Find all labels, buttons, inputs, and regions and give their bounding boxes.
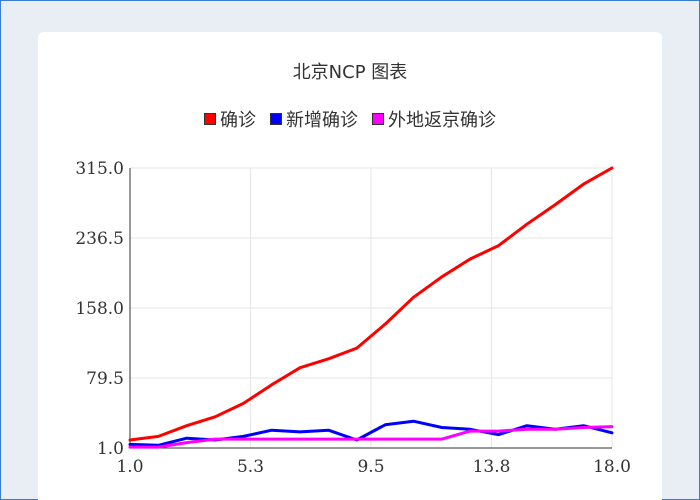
y-tick-label: 236.5 [75, 229, 124, 249]
legend-label-confirmed: 确诊 [220, 110, 256, 131]
y-tick-label: 315.0 [75, 159, 124, 179]
chart-legend: 确诊 新增确诊 外地返京确诊 [0, 106, 700, 132]
legend-item-new-confirmed[interactable]: 新增确诊 [270, 106, 358, 132]
x-tick-label: 13.8 [473, 457, 511, 477]
y-tick-label: 79.5 [86, 369, 124, 389]
legend-swatch-returned-confirmed [372, 113, 384, 125]
y-tick-label: 158.0 [75, 299, 124, 319]
x-tick-label: 1.0 [116, 457, 143, 477]
series-line-returned-confirmed [128, 425, 614, 449]
chart-title: 北京NCP 图表 [292, 62, 408, 83]
legend-label-returned-confirmed: 外地返京确诊 [388, 110, 496, 131]
chart-card [38, 32, 662, 500]
series-line-confirmed [128, 166, 614, 442]
x-tick-label: 18.0 [593, 457, 631, 477]
legend-item-returned-confirmed[interactable]: 外地返京确诊 [372, 106, 496, 132]
legend-label-new-confirmed: 新增确诊 [286, 110, 358, 131]
legend-swatch-new-confirmed [270, 113, 282, 125]
legend-swatch-confirmed [204, 113, 216, 125]
legend-item-confirmed[interactable]: 确诊 [204, 106, 256, 132]
x-tick-label: 5.3 [237, 457, 264, 477]
x-tick-label: 9.5 [357, 457, 384, 477]
y-tick-label: 1.0 [97, 439, 124, 459]
